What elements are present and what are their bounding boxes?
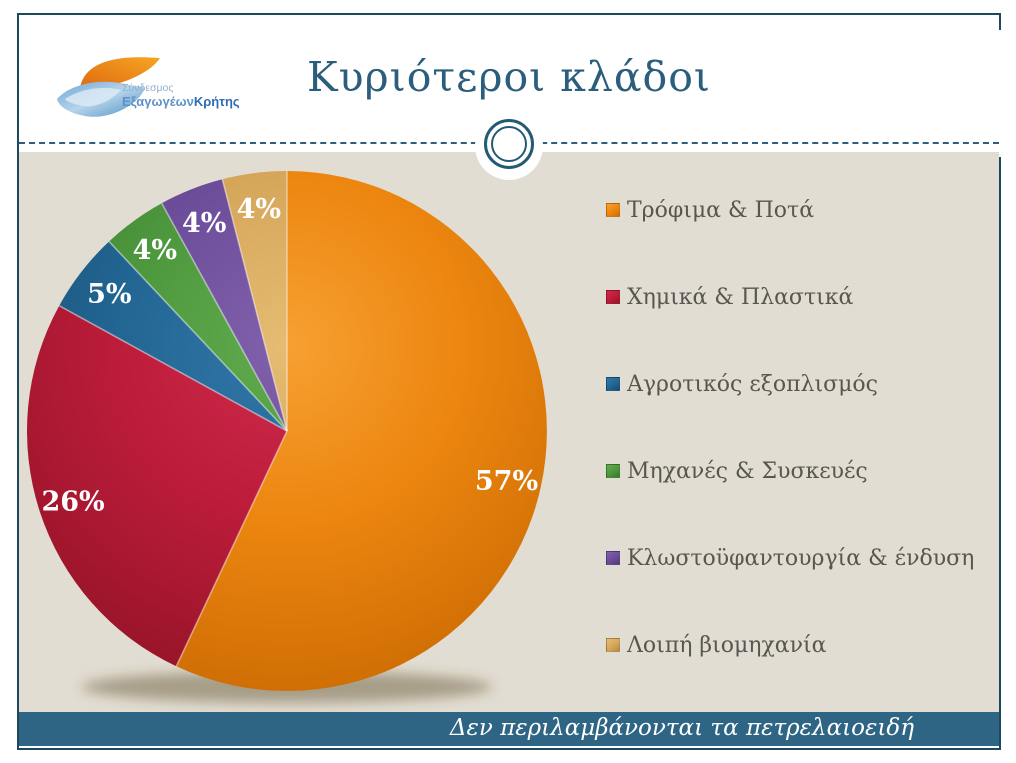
- legend-item-2: Αγροτικός εξοπλισμός: [606, 370, 974, 398]
- pie-chart: 57%26%5%4%4% 4%: [26, 171, 547, 703]
- logo-text-line2-bold: Κρήτης: [194, 94, 240, 109]
- pie-slice-separator: [108, 240, 288, 432]
- legend-marker-icon: [606, 638, 620, 652]
- logo-text-line2-regular: Εξαγωγέων: [122, 94, 194, 109]
- pie-slice-separator: [175, 430, 288, 667]
- legend-marker-icon: [606, 290, 620, 304]
- organization-logo: Σύνδεσμος ΕξαγωγέωνΚρήτης: [57, 57, 240, 117]
- pie-slice-label-2: 5%: [87, 279, 131, 310]
- legend-label: Κλωστοϋφαντουργία & ένδυση: [627, 545, 975, 571]
- legend-item-4: Κλωστοϋφαντουργία & ένδυση: [606, 544, 974, 572]
- divider-ring-inner-icon: [491, 126, 527, 162]
- logo-sail-shape: [80, 57, 160, 89]
- legend-marker-icon: [606, 203, 620, 217]
- legend-label: Χημικά & Πλαστικά: [627, 284, 854, 310]
- pie-slice-3: [109, 203, 287, 431]
- pie-slice-label-4: 4%: [182, 208, 226, 239]
- pie-slice-separator: [58, 304, 288, 432]
- legend-marker-icon: [606, 464, 620, 478]
- pie-slice-4: [161, 179, 287, 431]
- footer-note: Δεν περιλαμβάνονται τα πετρελαιοειδή: [449, 715, 914, 741]
- legend-item-5: Λοιπή βιομηχανία: [606, 631, 974, 659]
- legend-label: Λοιπή βιομηχανία: [627, 632, 827, 658]
- logo-text-line1: Σύνδεσμος: [122, 82, 173, 94]
- pie-slice-label-3: 4%: [133, 235, 177, 266]
- legend-marker-icon: [606, 377, 620, 391]
- page-title: Κυριότεροι κλάδοι: [307, 53, 711, 101]
- pie-slice-5: [222, 171, 287, 431]
- pie-slice-separator: [221, 179, 288, 432]
- svg-text:ΕξαγωγέωνΚρήτης: ΕξαγωγέωνΚρήτης: [122, 94, 240, 109]
- legend-label: Μηχανές & Συσκευές: [627, 458, 868, 484]
- legend-item-0: Τρόφιμα & Ποτά: [606, 196, 974, 224]
- footer-bar: Δεν περιλαμβάνονται τα πετρελαιοειδή: [19, 712, 999, 746]
- legend-item-1: Χημικά & Πλαστικά: [606, 283, 974, 311]
- legend-label: Τρόφιμα & Ποτά: [627, 197, 815, 223]
- pie-slice-1: [26, 305, 288, 667]
- legend-item-3: Μηχανές & Συσκευές: [606, 457, 974, 485]
- logo-wave-highlight: [65, 87, 121, 107]
- pie-slice-separator: [160, 202, 288, 432]
- legend-label: Αγροτικός εξοπλισμός: [627, 371, 878, 397]
- pie-slice-label-1: 26%: [41, 487, 104, 518]
- legend-marker-icon: [606, 551, 620, 565]
- pie-slice-label-5: 4%: [237, 194, 281, 225]
- pie-slice-0: [176, 171, 547, 691]
- chart-legend: Τρόφιμα & Ποτά Χημικά & Πλαστικά Αγροτικός…: [606, 196, 974, 718]
- pie-slice-2: [59, 241, 288, 431]
- pie-slice-label-0: 57%: [475, 466, 538, 497]
